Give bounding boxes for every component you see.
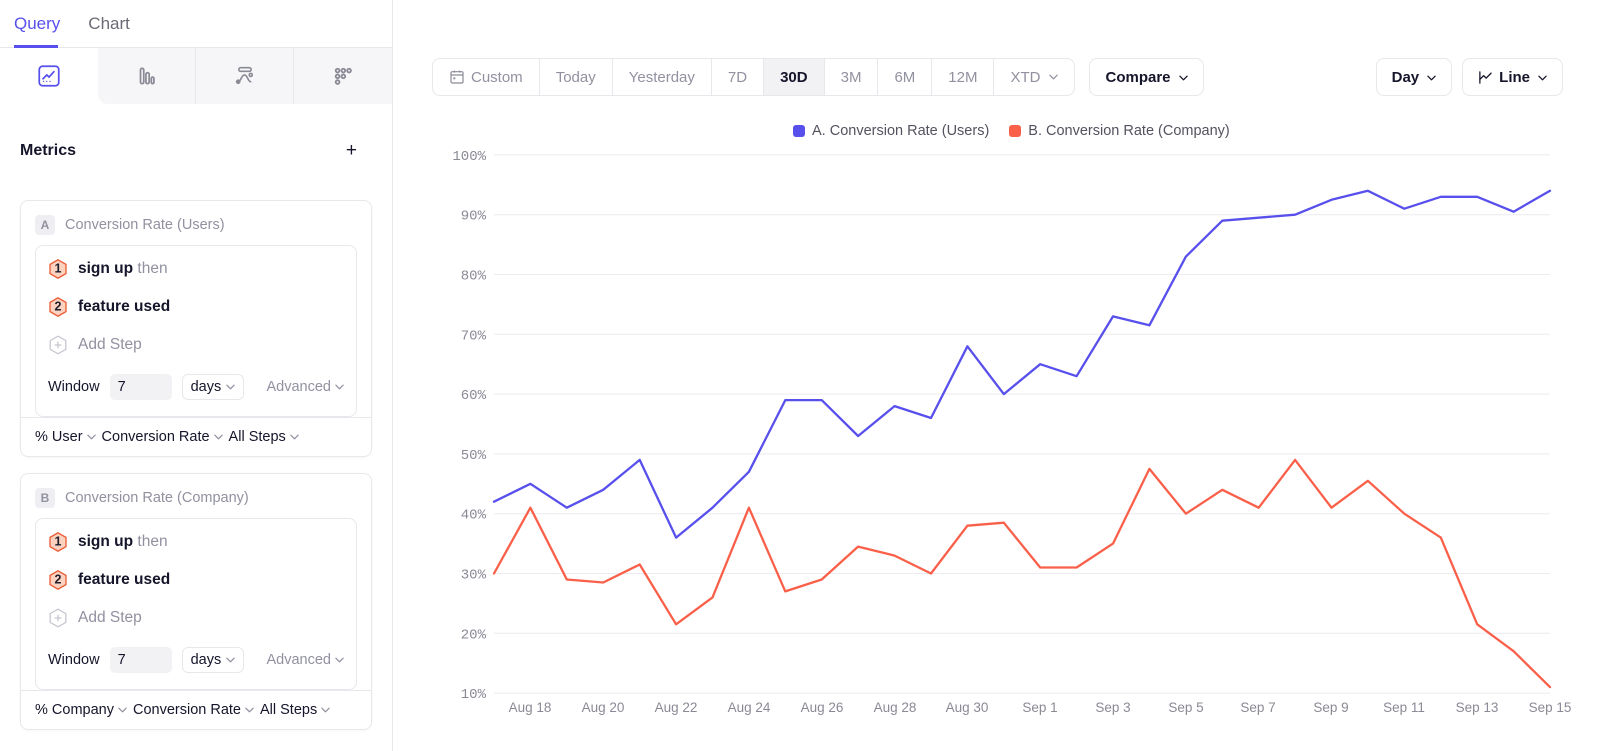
svg-text:10%: 10% bbox=[461, 687, 487, 703]
svg-text:Aug 18: Aug 18 bbox=[509, 700, 552, 715]
svg-text:40%: 40% bbox=[461, 508, 487, 524]
svg-text:Aug 26: Aug 26 bbox=[801, 700, 844, 715]
svg-text:90%: 90% bbox=[461, 209, 487, 225]
svg-text:80%: 80% bbox=[461, 269, 487, 285]
svg-text:Sep 15: Sep 15 bbox=[1529, 700, 1572, 715]
svg-text:100%: 100% bbox=[452, 149, 486, 165]
svg-text:Aug 22: Aug 22 bbox=[655, 700, 698, 715]
svg-text:Aug 30: Aug 30 bbox=[946, 700, 989, 715]
svg-text:60%: 60% bbox=[461, 388, 487, 404]
svg-text:Sep 1: Sep 1 bbox=[1022, 700, 1057, 715]
svg-text:Aug 24: Aug 24 bbox=[728, 700, 771, 715]
svg-text:Sep 7: Sep 7 bbox=[1240, 700, 1275, 715]
svg-text:Sep 13: Sep 13 bbox=[1456, 700, 1499, 715]
svg-text:30%: 30% bbox=[461, 568, 487, 584]
svg-text:Aug 20: Aug 20 bbox=[582, 700, 625, 715]
svg-text:Sep 9: Sep 9 bbox=[1313, 700, 1348, 715]
svg-text:Aug 28: Aug 28 bbox=[874, 700, 917, 715]
svg-text:Sep 5: Sep 5 bbox=[1168, 700, 1203, 715]
svg-text:Sep 11: Sep 11 bbox=[1383, 700, 1425, 715]
svg-text:70%: 70% bbox=[461, 328, 487, 344]
svg-text:Sep 3: Sep 3 bbox=[1095, 700, 1130, 715]
svg-text:20%: 20% bbox=[461, 627, 487, 643]
svg-text:50%: 50% bbox=[461, 448, 487, 464]
